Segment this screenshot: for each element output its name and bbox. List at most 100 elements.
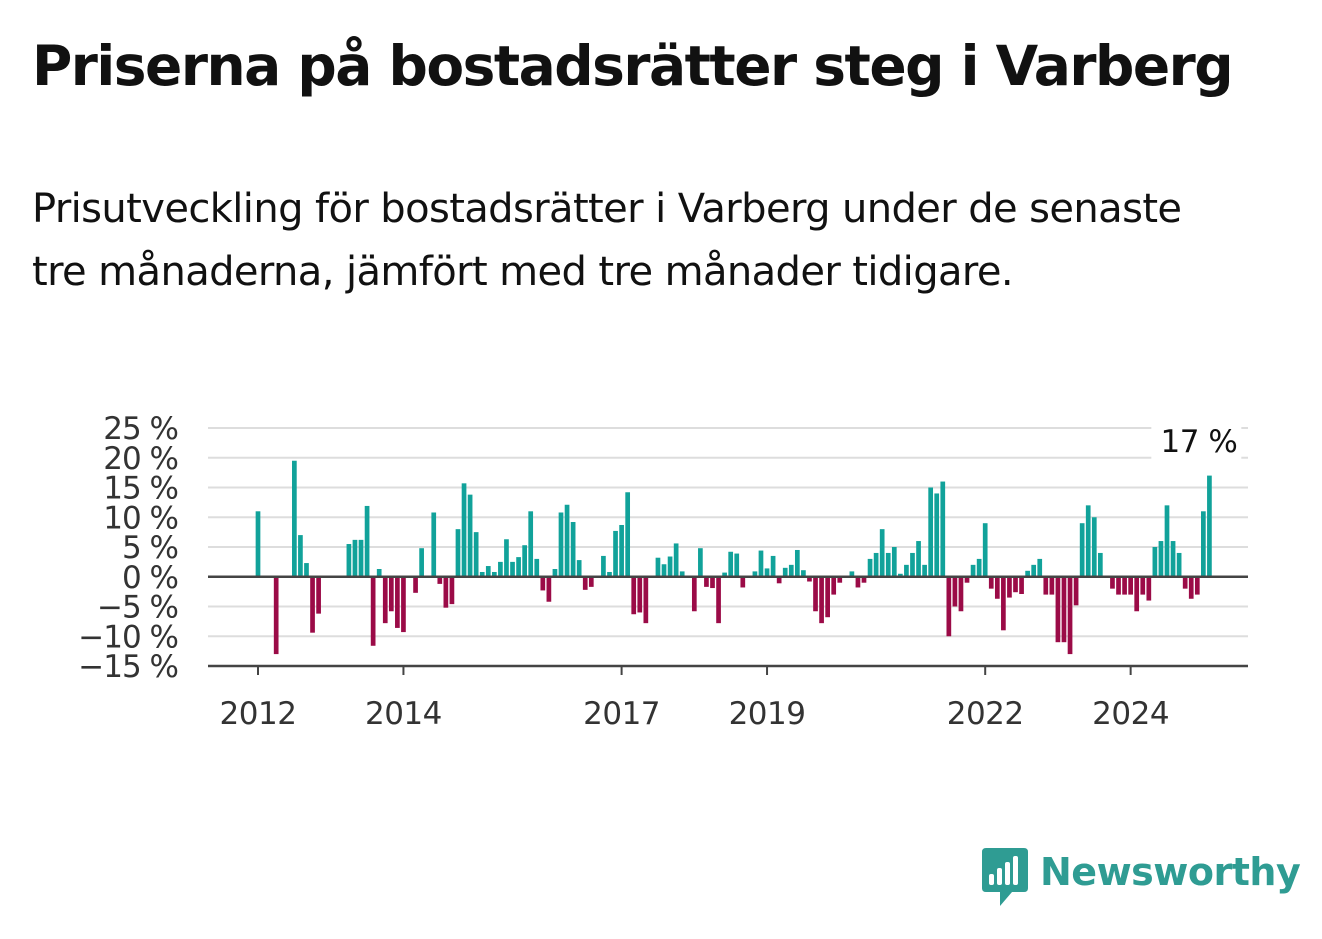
bar [673,543,679,577]
bar [855,576,861,588]
bar [376,569,382,577]
bar [395,576,400,628]
bar [467,494,473,577]
bar [1116,576,1121,595]
bar [449,576,455,605]
bar [849,571,855,577]
x-tick-label: 2014 [365,696,442,732]
bar [455,529,461,577]
bar [819,576,824,624]
bar [570,522,576,577]
bar [964,576,970,583]
bar [885,552,891,577]
bar [704,576,709,587]
bar [916,541,921,577]
bar [601,555,606,577]
x-tick-label: 2022 [947,696,1024,732]
y-tick-label: −10 % [78,619,178,655]
bar [722,572,727,577]
bar [588,576,594,587]
newsworthy-brand: Newsworthy [980,846,1301,908]
bar [1128,576,1133,595]
bar [710,576,715,589]
bar [1061,576,1067,643]
bar [1097,552,1103,577]
bar [461,483,467,577]
bar [1158,541,1164,577]
bar [498,561,503,577]
bar [667,556,673,577]
bar [982,523,988,577]
bar [801,570,806,577]
bar [904,564,909,577]
y-tick-label: 20 % [103,441,178,477]
bar [564,504,570,577]
y-tick-label: 10 % [103,500,178,536]
bar [879,529,885,577]
bar [388,576,394,612]
bar [891,547,897,577]
bar [1201,511,1206,577]
bar [934,493,940,577]
bar [370,576,376,646]
bar [679,571,685,577]
bar [443,576,449,608]
bar [491,571,497,577]
bar [994,576,1000,599]
bar [298,535,303,577]
bar [1001,576,1006,631]
bar [292,460,297,577]
bar [1176,552,1182,577]
bar [898,573,903,577]
bars [255,460,1212,655]
bar [1146,576,1152,601]
bar [1049,576,1055,595]
bar [813,576,818,612]
bar [522,545,527,577]
bar [988,576,994,589]
grid-lines [208,427,1248,638]
bar [352,539,358,577]
bar [1013,576,1018,593]
bar [952,576,958,607]
bar [1073,576,1079,606]
bar [540,576,546,591]
bar [831,576,837,595]
bar [358,539,364,577]
bar [1043,576,1049,595]
bar [1122,576,1127,595]
bar [788,564,794,577]
bar [1019,576,1024,594]
bar [661,564,667,577]
bar [607,571,612,577]
bar [776,576,782,584]
bar [698,548,703,577]
bar [752,571,758,577]
bar [837,576,843,583]
bar [976,558,982,577]
bar [734,553,740,577]
bar [1079,523,1085,577]
bar [764,568,770,577]
bar-chart: 25 %20 %15 %10 %5 %0 %−5 %−10 %−15 % 2012… [78,411,1248,732]
bar [1170,541,1176,577]
bar [546,576,552,602]
bar [691,576,697,612]
bar [655,557,661,577]
bar [479,571,485,577]
bar [1152,547,1158,577]
bar [716,576,721,624]
bar [625,492,631,577]
annotation-label: 17 % [1161,424,1238,460]
bar [1164,505,1170,577]
y-tick-label: 5 % [122,530,178,566]
bar [316,576,321,614]
bar [552,569,558,577]
bar [364,505,370,577]
bar [1037,558,1043,577]
bar [1091,517,1097,577]
bar [970,564,976,577]
bar [910,552,915,577]
bar [1182,576,1188,589]
bar [528,511,534,577]
